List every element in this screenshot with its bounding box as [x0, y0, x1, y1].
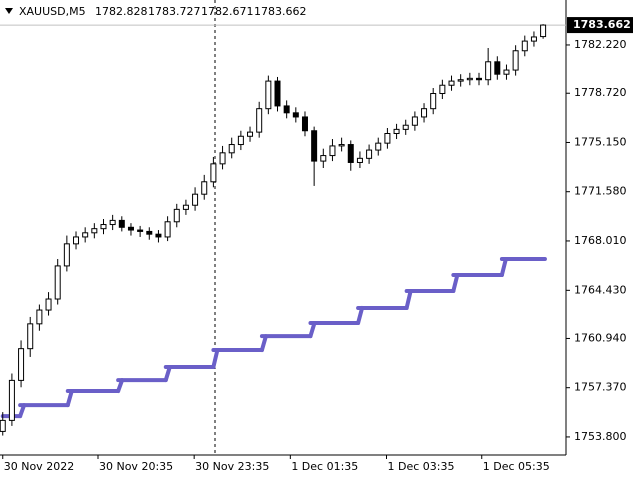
candle-body [375, 142, 382, 151]
indicator-riser [259, 334, 268, 353]
candle-body [146, 230, 153, 235]
candle-body [36, 309, 43, 325]
candle-body [292, 112, 299, 118]
menu-triangle [5, 8, 13, 14]
candle-body [137, 229, 144, 232]
candle-body [54, 265, 61, 300]
indicator-riser [404, 289, 413, 310]
x-tick-label: 1 Dec 01:35 [291, 460, 358, 473]
y-tick-label: 1778.720 [574, 86, 627, 99]
indicator-riser [65, 389, 74, 408]
candle-body [366, 149, 373, 159]
candle-body [118, 219, 125, 228]
candle-body [265, 80, 272, 110]
candle-body [320, 155, 327, 162]
candle-body [402, 124, 409, 130]
candle-body [540, 24, 547, 38]
candle-body [8, 379, 15, 421]
indicator-riser [116, 378, 125, 394]
y-tick-label: 1764.430 [574, 283, 627, 296]
x-tick-label: 1 Dec 05:35 [483, 460, 550, 473]
x-tick-label: 30 Nov 2022 [4, 460, 74, 473]
candle-body [485, 61, 492, 81]
candle-body [521, 40, 528, 52]
y-tick-label: 1757.370 [574, 381, 627, 394]
candle-body [164, 221, 171, 238]
y-tick-label: 1782.220 [574, 38, 627, 51]
candle-body [91, 228, 98, 234]
indicator-riser [211, 348, 220, 370]
candle-body [338, 144, 345, 147]
candle-body [173, 208, 180, 223]
candle-body [274, 80, 281, 107]
candle-body [27, 323, 34, 350]
candle-body [301, 116, 308, 132]
candle-body [283, 105, 290, 114]
y-tick-label: 1760.940 [574, 331, 627, 344]
x-tick-label: 30 Nov 23:35 [195, 460, 269, 473]
indicator-riser [163, 365, 172, 383]
candle-body [393, 128, 400, 135]
candle-body [192, 193, 199, 206]
candle-body [237, 135, 244, 146]
x-tick-label: 30 Nov 20:35 [99, 460, 173, 473]
candle-body [384, 133, 391, 144]
candle-body [430, 93, 437, 110]
candle-body [411, 116, 418, 126]
candle-body [45, 298, 52, 311]
indicator-riser [308, 321, 317, 339]
candle-body [475, 77, 482, 81]
x-tick-label: 1 Dec 03:35 [387, 460, 454, 473]
y-tick-label: 1753.800 [574, 430, 627, 443]
candle-body [0, 419, 6, 432]
candle-body [530, 36, 537, 42]
candle-body [201, 181, 208, 195]
candle-body [127, 226, 134, 231]
candle-body [311, 130, 318, 162]
candle-body [247, 131, 254, 137]
candle-body [73, 236, 80, 245]
header-low: 1782.671 [201, 5, 254, 18]
symbol: XAUUSD,M5 [19, 5, 86, 18]
header-close: 1783.662 [254, 5, 307, 18]
price-label-box [567, 17, 633, 34]
candle-body [503, 69, 510, 75]
indicator-riser [499, 257, 508, 278]
candle-body [63, 243, 70, 267]
candle-body [494, 61, 501, 75]
candle-body [18, 348, 25, 381]
indicator-riser [451, 273, 460, 294]
candle-body [466, 77, 473, 81]
candle-body [512, 50, 519, 71]
indicator-riser [18, 403, 27, 419]
y-tick-label: 1775.150 [574, 135, 627, 148]
candle-body [439, 84, 446, 95]
candle-body [155, 233, 162, 238]
candle-body [329, 145, 336, 157]
y-tick-label: 1771.580 [574, 185, 627, 198]
candle-body [457, 79, 464, 82]
candle-body [182, 204, 189, 210]
indicator-riser [356, 305, 365, 326]
candle-body [256, 108, 263, 133]
candle-body [100, 224, 107, 230]
candle-body [109, 219, 116, 226]
candle-body [356, 157, 363, 163]
header-high: 1783.727 [148, 5, 201, 18]
candle-body [82, 232, 89, 238]
candle-body [421, 108, 428, 118]
candle-body [347, 144, 354, 163]
header-open: 1782.828 [95, 5, 148, 18]
candle-body [210, 163, 217, 183]
candle-body [219, 152, 226, 165]
candle-body [228, 144, 235, 154]
y-tick-label: 1768.010 [574, 234, 627, 247]
price-label: 1783.662 [573, 18, 631, 31]
candle-body [448, 80, 455, 86]
